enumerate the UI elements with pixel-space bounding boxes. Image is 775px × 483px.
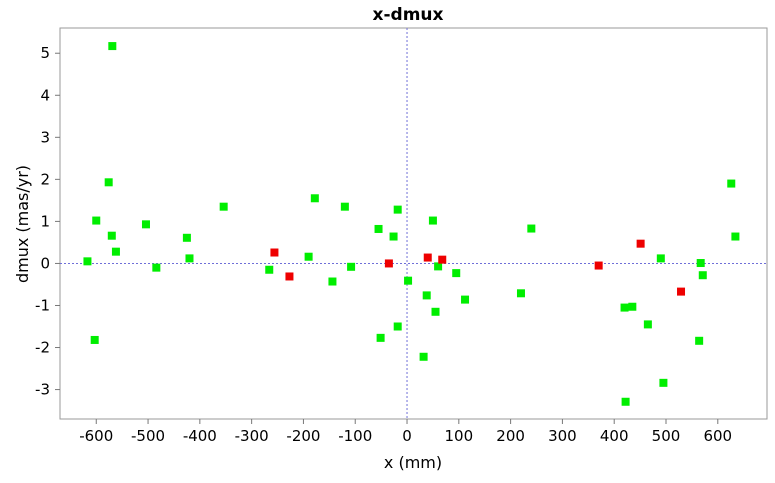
x-tick-label: -100 [338, 427, 372, 445]
y-tick-label: 1 [40, 212, 50, 230]
data-point [83, 257, 92, 266]
data-point [374, 224, 383, 233]
data-point [516, 289, 525, 298]
data-point [152, 263, 161, 272]
x-tick-label: -400 [183, 427, 217, 445]
reference-lines [60, 28, 767, 419]
x-tick-label: -600 [79, 427, 113, 445]
y-tick-label: 3 [40, 128, 50, 146]
data-point [389, 232, 398, 241]
x-tick-label: 0 [402, 427, 412, 445]
data-point [594, 261, 603, 270]
x-tick-label: 400 [600, 427, 629, 445]
data-point [285, 272, 294, 281]
data-points [83, 42, 740, 406]
data-point [347, 262, 356, 271]
y-axis-label: dmux (mas/yr) [13, 165, 32, 283]
data-point [108, 42, 117, 51]
data-point [527, 224, 536, 233]
data-point [141, 220, 150, 229]
data-point [90, 335, 99, 344]
data-point [636, 239, 645, 248]
y-tick-label: 5 [40, 44, 50, 62]
data-point [219, 202, 228, 211]
data-point [92, 216, 101, 225]
data-point [452, 269, 461, 278]
x-tick-label: -300 [235, 427, 269, 445]
data-point [107, 231, 116, 240]
data-point [695, 336, 704, 345]
data-point [677, 287, 686, 296]
data-point [428, 216, 437, 225]
y-tick-label: 0 [40, 254, 50, 272]
data-point [461, 295, 470, 304]
y-tick-label: -1 [35, 296, 50, 314]
x-axis: -600 -500 -400 -300 -200 -100 0 100 200 300 400 500… [79, 419, 732, 445]
x-tick-label: 100 [445, 427, 474, 445]
data-point [182, 233, 191, 242]
data-point [104, 178, 113, 187]
data-point [185, 254, 194, 263]
data-point [434, 262, 443, 271]
data-point [423, 253, 432, 262]
y-tick-label: 4 [40, 86, 50, 104]
data-point [620, 303, 629, 312]
data-point [419, 352, 428, 361]
data-point [404, 276, 413, 285]
data-point [422, 291, 431, 300]
y-tick-label: -2 [35, 339, 50, 357]
data-point [621, 397, 630, 406]
x-tick-label: -200 [286, 427, 320, 445]
data-point [376, 333, 385, 342]
data-point [431, 307, 440, 316]
x-tick-label: 600 [703, 427, 732, 445]
data-point [643, 320, 652, 329]
x-axis-label: x (mm) [384, 453, 442, 472]
data-point [328, 277, 337, 286]
data-point [384, 259, 393, 268]
data-point [310, 194, 319, 203]
data-point [731, 232, 740, 241]
x-tick-label: 500 [652, 427, 681, 445]
data-point [628, 302, 637, 311]
y-axis: -3 -2 -1 0 1 2 3 4 5 [35, 44, 60, 399]
data-point [265, 265, 274, 274]
chart-title: x-dmux [373, 5, 444, 25]
data-point [698, 271, 707, 280]
data-point [438, 255, 447, 264]
y-tick-label: -3 [35, 381, 50, 399]
x-tick-label: 300 [548, 427, 577, 445]
y-tick-label: 2 [40, 170, 50, 188]
data-point [304, 252, 313, 261]
data-point [340, 202, 349, 211]
data-point [270, 248, 279, 257]
x-tick-label: -500 [131, 427, 165, 445]
data-point [656, 254, 665, 263]
plot-area [59, 27, 768, 420]
data-point [659, 378, 668, 387]
data-point [696, 259, 705, 268]
data-point [393, 322, 402, 331]
data-point [111, 247, 120, 256]
x-tick-label: 200 [496, 427, 525, 445]
data-point [727, 179, 736, 188]
data-point [393, 205, 402, 214]
